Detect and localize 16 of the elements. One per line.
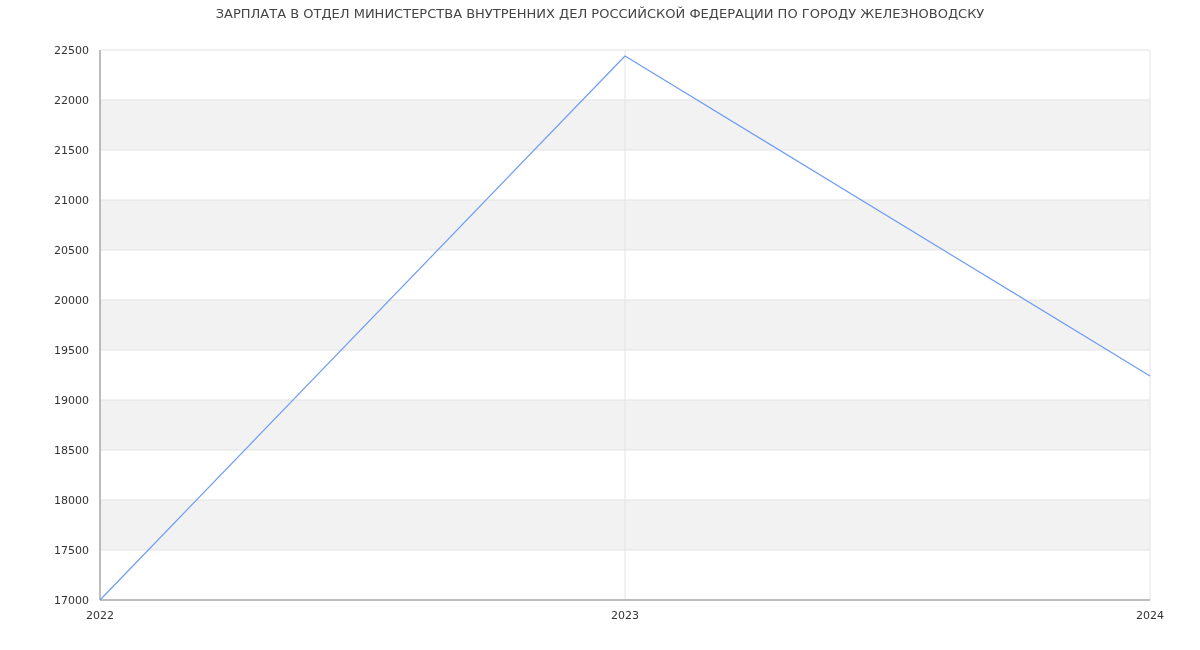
y-tick-label: 18500 — [54, 443, 89, 457]
y-tick-label: 22500 — [54, 43, 89, 57]
chart-title: ЗАРПЛАТА В ОТДЕЛ МИНИСТЕРСТВА ВНУТРЕННИХ ДЕЛ РОССИЙСКОЙ ФЕДЕРАЦИИ ПО ГОРОДУ ЖЕЛЕЗНОВОДСКУ — [215, 6, 985, 21]
x-tick-label: 2023 — [611, 609, 639, 622]
y-tick-label: 18000 — [54, 493, 89, 507]
y-tick-label: 19500 — [54, 343, 89, 357]
x-tick-label: 2024 — [1136, 609, 1164, 622]
y-tick-label: 20000 — [54, 293, 89, 307]
y-tick-label: 22000 — [54, 93, 89, 107]
y-tick-label: 17500 — [54, 543, 89, 557]
y-tick-label: 21500 — [54, 143, 89, 157]
y-tick-label: 17000 — [54, 593, 89, 607]
y-tick-label: 19000 — [54, 393, 89, 407]
y-tick-label: 21000 — [54, 193, 89, 207]
x-tick-label: 2022 — [86, 609, 114, 622]
y-tick-label: 20500 — [54, 243, 89, 257]
